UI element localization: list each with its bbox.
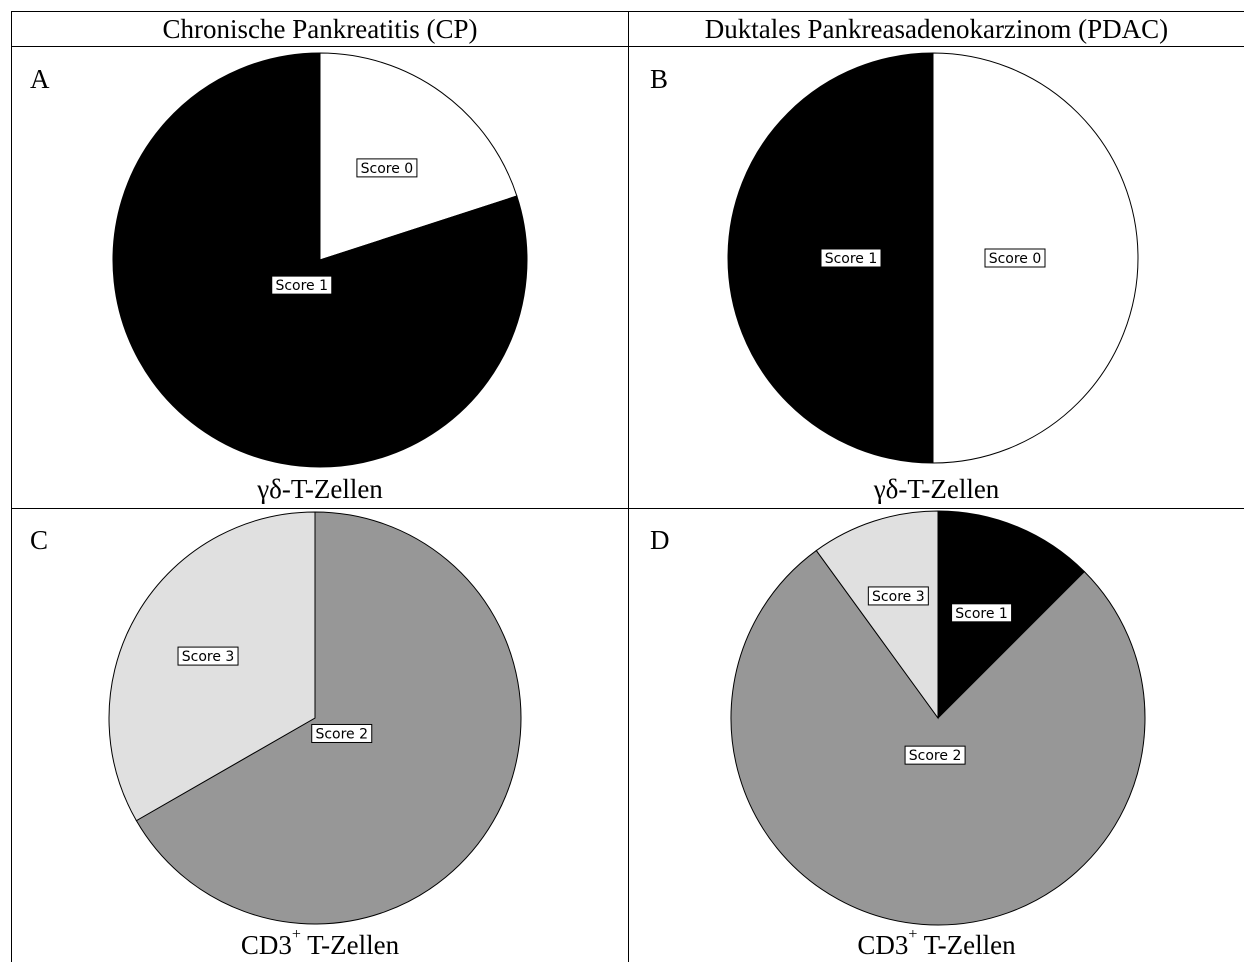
pie-label-score-1: Score 1	[955, 606, 1008, 622]
caption-a: γδ-T-Zellen	[12, 474, 628, 505]
pie-label-score-3: Score 3	[872, 589, 925, 605]
caption-a-text: γδ-T-Zellen	[257, 474, 383, 504]
pie-label-score-0: Score 0	[361, 161, 414, 177]
caption-d-text: CD3	[857, 930, 909, 960]
caption-d-rest: T-Zellen	[917, 930, 1016, 960]
pie-chart-a: Score 0 Score 1	[112, 52, 528, 468]
pie-slice-score-3	[815, 510, 939, 720]
caption-d-sup: +	[908, 926, 918, 943]
caption-c-rest: T-Zellen	[300, 930, 400, 960]
header-pdac: Duktales Pankreasadenokarzinom (PDAC)	[704, 14, 1169, 44]
pie-chart-d: Score 1 Score 2 Score 3	[730, 510, 1146, 926]
pie-label-score-2: Score 2	[909, 748, 962, 764]
panel-letter-c: C	[30, 525, 49, 555]
pie-label-score-2: Score 2	[315, 726, 368, 742]
pie-label-score-1: Score 1	[825, 251, 878, 267]
table-line-header	[11, 46, 1244, 47]
pie-label-box-score-1	[820, 248, 882, 268]
pie-slice-score-0	[319, 52, 518, 261]
pie-label-box-score-1	[271, 275, 333, 295]
caption-c-sup: +	[291, 926, 301, 943]
pie-label-box-score-0	[984, 248, 1046, 268]
pie-label-box-score-0	[356, 158, 418, 178]
pie-label-score-0: Score 0	[989, 251, 1042, 267]
table-line-left	[11, 11, 12, 962]
panel-letter-b: B	[650, 64, 669, 94]
pie-slice-score-2	[135, 511, 522, 925]
pie-label-box-score-1	[951, 603, 1013, 623]
pie-label-score-3: Score 3	[182, 649, 235, 665]
pie-slice-score-1	[112, 52, 528, 468]
caption-b-text: γδ-T-Zellen	[873, 474, 1000, 504]
pie-label-box-score-3	[867, 586, 929, 606]
panel-letter-d: D	[650, 525, 670, 555]
pie-label-score-1: Score 1	[275, 278, 328, 294]
pie-chart-c: Score 2 Score 3	[108, 511, 522, 925]
pie-slice-score-3	[108, 511, 316, 822]
pie-label-box-score-2	[904, 745, 966, 765]
caption-b: γδ-T-Zellen	[629, 474, 1244, 505]
table-line-top	[11, 11, 1244, 12]
caption-d: CD3+ T-Zellen	[629, 926, 1244, 961]
pie-label-box-score-2	[311, 723, 373, 743]
pie-slice-score-2	[730, 549, 1146, 926]
caption-c-text: CD3	[240, 930, 292, 960]
pie-chart-b: Score 0 Score 1	[727, 52, 1139, 464]
header-cp: Chronische Pankreatitis (CP)	[162, 14, 478, 44]
caption-c: CD3+ T-Zellen	[12, 926, 628, 961]
panel-letter-a: A	[30, 64, 50, 94]
pie-label-box-score-3	[177, 646, 239, 666]
table-line-center	[628, 11, 629, 962]
table-line-middle	[11, 508, 1244, 509]
